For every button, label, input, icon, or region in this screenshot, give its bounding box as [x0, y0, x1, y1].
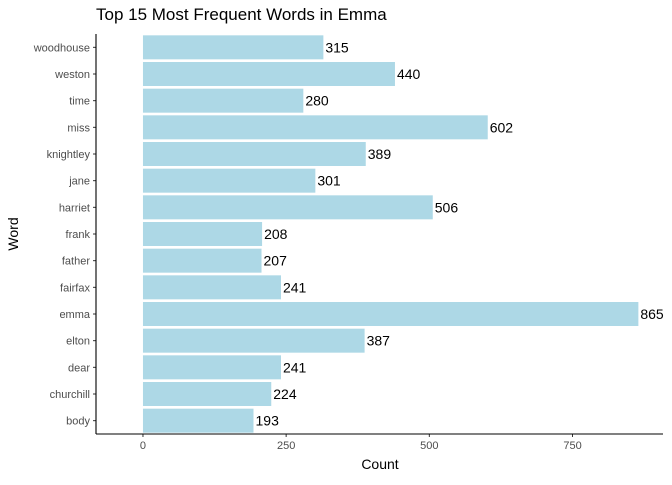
bar-time — [142, 88, 304, 113]
data-label-elton: 387 — [367, 333, 391, 349]
y-tick-label-knightley: knightley — [47, 149, 91, 161]
x-tick-label-750: 750 — [563, 440, 581, 452]
data-label-fairfax: 241 — [283, 279, 307, 295]
y-tick-label-jane: jane — [68, 176, 90, 188]
y-tick-label-emma: emma — [59, 309, 90, 321]
bar-miss — [142, 115, 488, 140]
x-tick-label-0: 0 — [140, 440, 146, 452]
bars-layer — [142, 35, 639, 433]
y-tick-label-dear: dear — [68, 362, 90, 374]
data-label-dear: 241 — [283, 359, 307, 375]
y-tick-label-body: body — [66, 416, 90, 428]
bar-father — [142, 248, 262, 273]
data-label-harriet: 506 — [435, 199, 459, 215]
bar-churchill — [142, 382, 272, 406]
y-tick-label-miss: miss — [67, 122, 90, 134]
chart-title: Top 15 Most Frequent Words in Emma — [96, 5, 387, 24]
data-label-time: 280 — [305, 93, 329, 109]
y-tick-label-frank: frank — [66, 229, 91, 241]
x-axis-ticks: 0 250 500 750 — [140, 434, 582, 452]
bar-fairfax — [142, 275, 281, 300]
y-axis-title: Word — [5, 217, 21, 250]
y-tick-label-time: time — [69, 96, 90, 108]
bar-harriet — [142, 195, 433, 220]
data-labels-layer: 315 440 280 602 389 301 506 208 207 241 865 387 241 2… — [256, 39, 664, 428]
data-label-weston: 440 — [397, 66, 421, 82]
bar-woodhouse — [142, 35, 324, 60]
bar-knightley — [142, 142, 366, 166]
data-label-churchill: 224 — [273, 386, 297, 402]
bar-body — [142, 408, 254, 433]
data-label-miss: 602 — [490, 119, 514, 135]
y-tick-label-harriet: harriet — [59, 202, 90, 214]
data-label-father: 207 — [264, 253, 288, 269]
data-label-emma: 865 — [640, 306, 664, 322]
bar-weston — [142, 62, 395, 86]
y-tick-label-fairfax: fairfax — [60, 282, 90, 294]
bar-emma — [142, 302, 639, 326]
y-tick-label-weston: weston — [54, 69, 90, 81]
y-tick-label-elton: elton — [66, 336, 90, 348]
bar-frank — [142, 222, 263, 246]
data-label-woodhouse: 315 — [325, 39, 349, 55]
bar-dear — [142, 355, 281, 380]
data-label-frank: 208 — [264, 226, 288, 242]
y-axis-ticks: woodhouse weston time miss knightley jane harr… — [33, 42, 96, 428]
y-tick-label-woodhouse: woodhouse — [33, 42, 90, 54]
data-label-knightley: 389 — [368, 146, 392, 162]
bar-jane — [142, 168, 316, 193]
x-tick-label-500: 500 — [420, 440, 438, 452]
data-label-jane: 301 — [317, 173, 341, 189]
y-tick-label-father: father — [62, 256, 90, 268]
bar-elton — [142, 328, 365, 353]
x-tick-label-250: 250 — [277, 440, 295, 452]
y-tick-label-churchill: churchill — [50, 389, 90, 401]
x-axis-title: Count — [361, 456, 398, 472]
data-label-body: 193 — [256, 413, 280, 429]
